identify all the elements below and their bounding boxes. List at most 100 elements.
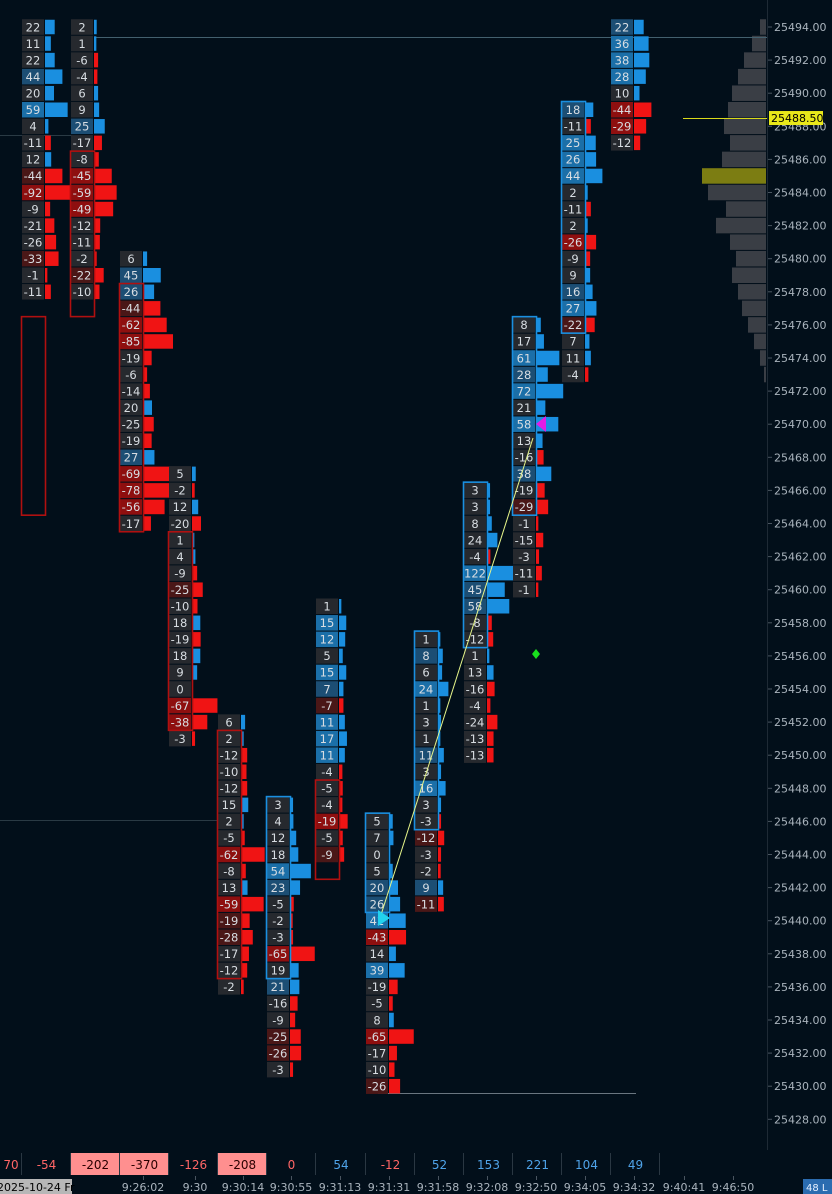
date-label: 2025-10-24 Fr bbox=[0, 1181, 75, 1194]
footprint-cell bbox=[611, 85, 633, 101]
footprint-cell-value: 39 bbox=[370, 964, 385, 978]
footprint-cell-value: -8 bbox=[469, 616, 480, 630]
time-axis[interactable]: 2025-10-24 Fr 48 L 9:26:02 9:30 9:30:14 9:3… bbox=[0, 1176, 832, 1194]
volume-bar bbox=[536, 549, 540, 564]
footprint-cell bbox=[464, 664, 486, 681]
footprint-cell bbox=[22, 52, 44, 68]
volume-bar bbox=[536, 532, 544, 548]
footprint-cell bbox=[267, 1045, 289, 1061]
green-diamond-marker bbox=[532, 649, 540, 659]
volume-bar bbox=[536, 466, 552, 482]
price-tick-label: 25480.00 bbox=[774, 253, 827, 266]
footprint-cell-value: -26 bbox=[24, 235, 43, 249]
footprint-cell-value: -43 bbox=[368, 931, 387, 945]
footprint-cell bbox=[218, 863, 240, 879]
bar-delta-cell bbox=[562, 1153, 610, 1175]
footprint-cell-value: -10 bbox=[171, 600, 190, 614]
footprint-cell bbox=[464, 714, 486, 730]
footprint-cell bbox=[218, 830, 240, 846]
volume-bar bbox=[585, 284, 593, 300]
bar-delta-value: 49 bbox=[628, 1158, 643, 1172]
footprint-cell bbox=[71, 68, 93, 85]
volume-bar bbox=[143, 483, 173, 498]
footprint-cell-value: -19 bbox=[515, 484, 534, 498]
footprint-cell-value: -8 bbox=[223, 864, 234, 878]
footprint-cell bbox=[464, 548, 486, 565]
footprint-cell-value: -11 bbox=[24, 136, 43, 150]
footprint-cell-value: 3 bbox=[422, 765, 429, 779]
footprint-cell bbox=[415, 648, 437, 664]
volume-bar bbox=[290, 1062, 294, 1077]
footprint-cell bbox=[169, 631, 191, 648]
volume-bar bbox=[339, 665, 347, 680]
time-tick-label: 9:32:08 bbox=[466, 1181, 508, 1194]
footprint-cell-value: 21 bbox=[271, 980, 286, 994]
footprint-cell bbox=[218, 764, 240, 780]
footprint-cell-value: 27 bbox=[124, 451, 139, 465]
volume-bar bbox=[290, 847, 299, 862]
footprint-cell-value: 2 bbox=[225, 732, 232, 746]
volume-bar bbox=[389, 896, 401, 912]
footprint-cell-value: -65 bbox=[269, 947, 288, 961]
bar-delta-cell bbox=[0, 1153, 21, 1175]
footprint-cell bbox=[169, 482, 191, 499]
footprint-cell bbox=[120, 366, 142, 383]
footprint-cell bbox=[169, 565, 191, 581]
footprint-cell-value: -11 bbox=[417, 897, 436, 911]
volume-bar bbox=[438, 797, 442, 813]
footprint-cell bbox=[22, 184, 44, 201]
volume-bar bbox=[143, 433, 152, 448]
price-tick-label: 25492.00 bbox=[774, 54, 827, 67]
volume-bar bbox=[634, 85, 640, 101]
bar-delta-value: -12 bbox=[381, 1158, 401, 1172]
volume-bar bbox=[290, 996, 298, 1011]
volume-bar bbox=[536, 350, 560, 366]
footprint-cell bbox=[169, 532, 191, 548]
footprint-cell bbox=[22, 201, 44, 217]
footprint-cell-value: -17 bbox=[122, 517, 141, 531]
footprint-cell-value: 72 bbox=[517, 384, 532, 398]
volume-bar bbox=[339, 781, 343, 796]
price-tick-label: 25450.00 bbox=[774, 749, 827, 762]
footprint-cell bbox=[169, 615, 191, 631]
footprint-cell-value: -12 bbox=[613, 136, 632, 150]
footprint-cell bbox=[464, 681, 486, 697]
footprint-cell bbox=[562, 350, 584, 366]
footprint-cell-value: 4 bbox=[274, 815, 281, 829]
footprint-cell-value: 23 bbox=[271, 881, 286, 895]
footprint-cell bbox=[267, 979, 289, 995]
volume-bar bbox=[487, 731, 494, 746]
volume-bar bbox=[290, 946, 315, 962]
footprint-cell-value: -11 bbox=[73, 235, 92, 249]
footprint-cell bbox=[366, 1045, 388, 1061]
footprint-cell-value: -12 bbox=[417, 831, 436, 845]
footprint-cell bbox=[120, 350, 142, 366]
footprint-cell bbox=[316, 714, 338, 730]
footprint-cell-value: -10 bbox=[73, 285, 92, 299]
footprint-cell-value: 59 bbox=[26, 103, 41, 117]
footprint-cell-value: 61 bbox=[517, 351, 532, 365]
footprint-cell-value: 6 bbox=[78, 86, 85, 100]
footprint-cell-value: 9 bbox=[78, 103, 85, 117]
footprint-cell bbox=[464, 631, 486, 648]
price-tick-label: 25472.00 bbox=[774, 385, 827, 398]
volume-bar bbox=[585, 334, 590, 349]
value-area-box bbox=[413, 630, 440, 831]
volume-bar bbox=[241, 830, 245, 846]
price-tick-label: 25464.00 bbox=[774, 518, 827, 531]
footprint-cell-value: 58 bbox=[468, 600, 483, 614]
footprint-column: 22 11 22 44 20 59 4 -11 12 -44 -92 -9 -21 -26 -33 -1 -11 bbox=[20, 19, 75, 516]
volume-bar bbox=[241, 714, 246, 730]
price-axis[interactable]: 25494.0025492.0025490.0025488.0025486.00… bbox=[767, 0, 832, 1150]
footprint-cell-value: 11 bbox=[320, 748, 335, 762]
footprint-cell bbox=[169, 648, 191, 664]
footprint-cell-value: 36 bbox=[615, 37, 630, 51]
footprint-cell-value: 8 bbox=[520, 318, 527, 332]
footprint-cell bbox=[22, 118, 44, 135]
volume-bar bbox=[389, 814, 393, 829]
volume-bar bbox=[290, 1012, 296, 1028]
footprint-cell bbox=[415, 764, 437, 780]
footprint-cell-value: -5 bbox=[223, 831, 234, 845]
